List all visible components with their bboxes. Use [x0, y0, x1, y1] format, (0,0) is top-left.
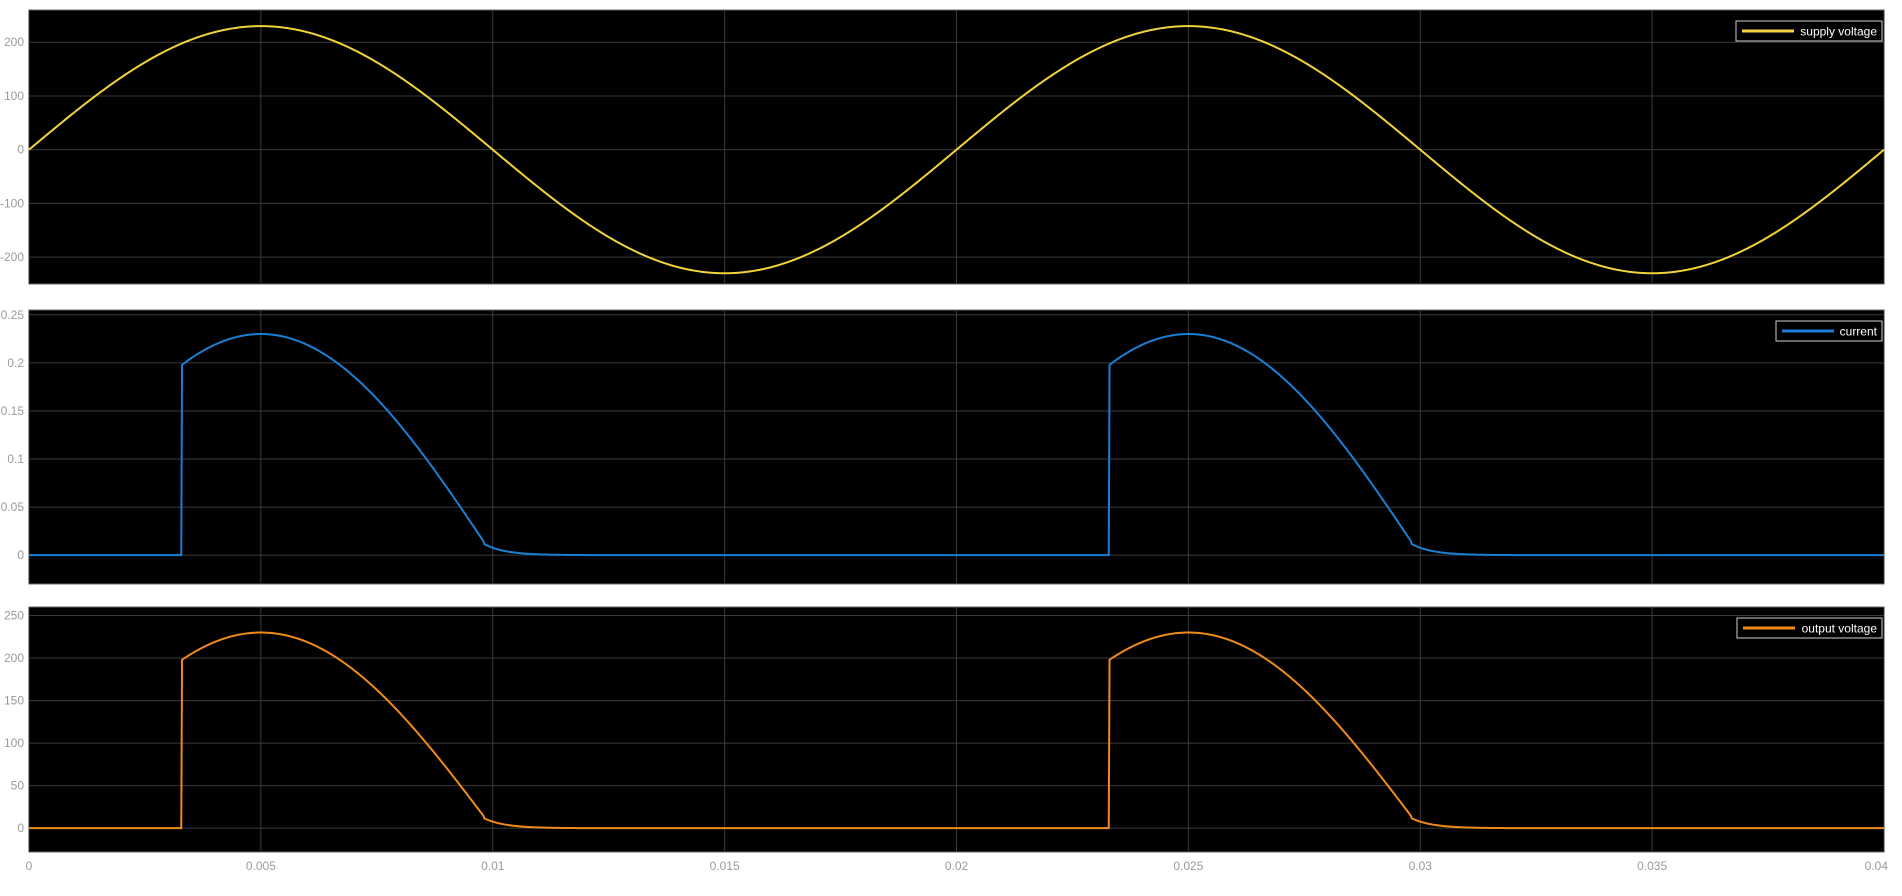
scope-panel-2: 0 0.05 0.1 0.15 0.2 0.25 current: [1, 308, 1885, 585]
legend[interactable]: supply voltage: [1735, 20, 1883, 42]
series-line-current: [29, 333, 1884, 557]
x-tick-label: 0.04: [1865, 859, 1889, 873]
y-tick-label: -100: [0, 196, 24, 210]
y-tick-label: 250: [4, 609, 24, 623]
legend[interactable]: output voltage: [1736, 617, 1883, 639]
legend-box: [1735, 20, 1883, 42]
series-line-output-voltage: [29, 631, 1884, 830]
y-tick-label: 100: [4, 736, 24, 750]
x-tick-label: 0.015: [710, 859, 740, 873]
x-tick-label: 0.03: [1409, 859, 1433, 873]
legend-label: supply voltage: [1800, 25, 1877, 39]
legend-label: current: [1840, 325, 1878, 339]
y-tick-label: 0: [17, 143, 24, 157]
y-tick-label: 150: [4, 694, 24, 708]
scope-panel-3: 0 50 100 150 200 250 0 0.005 0.01 0.015 0.02 0.025 0…: [4, 606, 1889, 873]
y-tick-label: 100: [4, 89, 24, 103]
y-tick-label: 0.15: [1, 404, 25, 418]
y-tick-label: 0.25: [1, 308, 25, 322]
y-tick-label: -200: [0, 250, 24, 264]
legend-box: [1736, 617, 1883, 639]
x-tick-label: 0: [26, 859, 33, 873]
y-tick-label: 0.2: [7, 356, 24, 370]
y-tick-label: 0: [17, 821, 24, 835]
x-tick-label: 0.005: [246, 859, 276, 873]
legend[interactable]: current: [1775, 320, 1883, 342]
x-tick-label: 0.02: [945, 859, 969, 873]
scope-panel-1: -200 -100 0 100 200 supply voltage: [0, 9, 1885, 285]
series-line-supply-voltage: [28, 25, 1885, 275]
legend-label: output voltage: [1802, 622, 1878, 636]
x-tick-label: 0.01: [481, 859, 505, 873]
y-tick-label: 50: [11, 779, 25, 793]
y-tick-label: 0.05: [1, 500, 25, 514]
y-tick-label: 0: [17, 548, 24, 562]
y-tick-label: 200: [4, 651, 24, 665]
x-tick-label: 0.025: [1173, 859, 1203, 873]
x-tick-label: 0.035: [1637, 859, 1667, 873]
y-tick-label: 0.1: [7, 452, 24, 466]
y-tick-label: 200: [4, 35, 24, 49]
